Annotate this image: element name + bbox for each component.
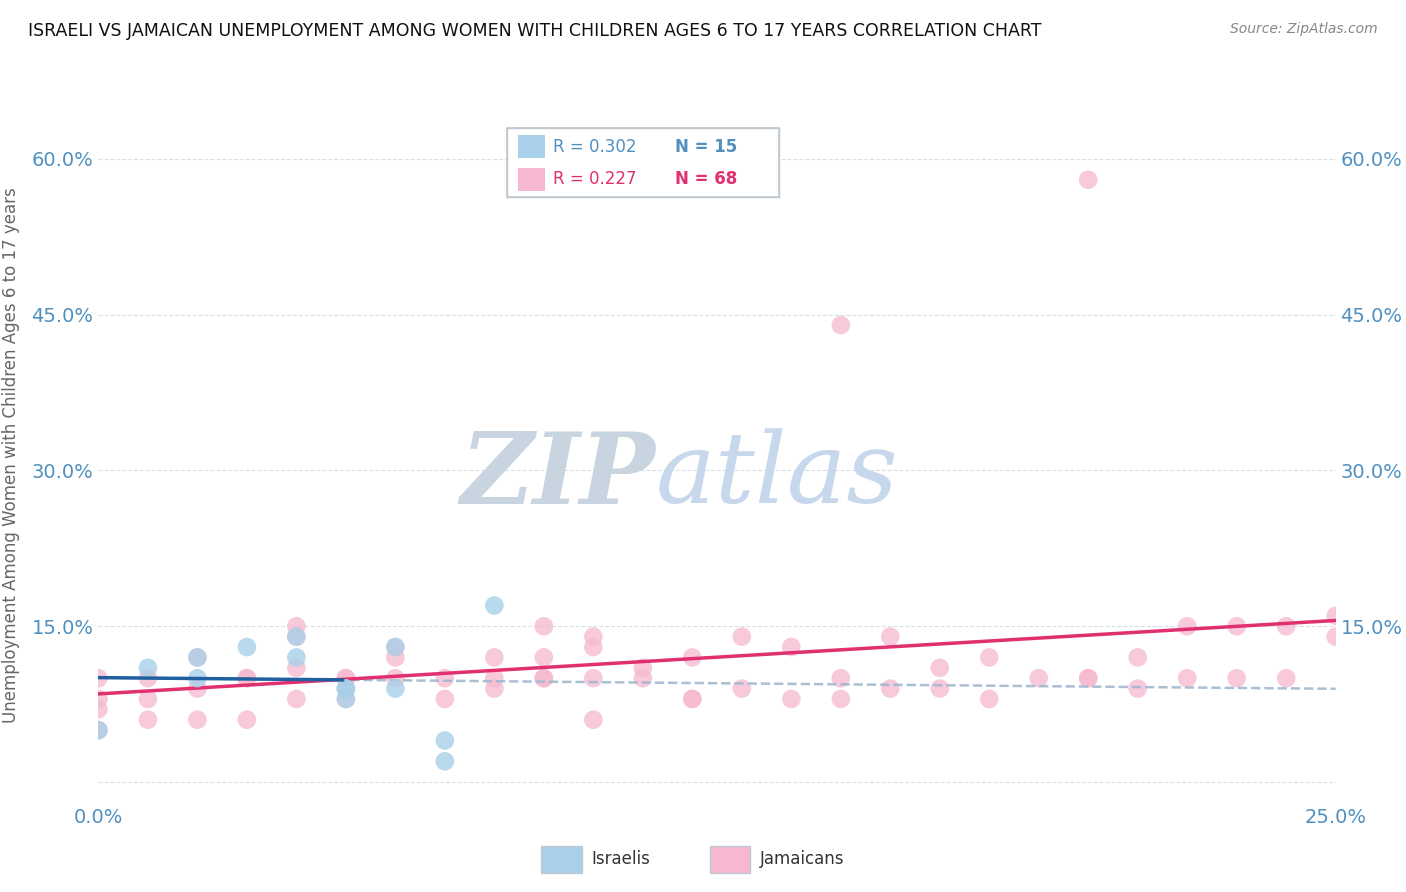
- Point: [582, 713, 605, 727]
- Point: [1077, 172, 1099, 186]
- Point: [631, 671, 654, 685]
- Point: [1275, 671, 1298, 685]
- Point: [285, 619, 308, 633]
- Point: [384, 650, 406, 665]
- FancyBboxPatch shape: [541, 847, 582, 873]
- Point: [87, 671, 110, 685]
- FancyBboxPatch shape: [710, 847, 751, 873]
- Point: [582, 630, 605, 644]
- Point: [582, 640, 605, 654]
- Y-axis label: Unemployment Among Women with Children Ages 6 to 17 years: Unemployment Among Women with Children A…: [3, 187, 21, 723]
- Point: [186, 681, 208, 696]
- Point: [236, 671, 259, 685]
- Point: [1275, 619, 1298, 633]
- Point: [335, 681, 357, 696]
- Text: ZIP: ZIP: [460, 427, 655, 524]
- Point: [136, 661, 159, 675]
- Point: [285, 630, 308, 644]
- Point: [533, 671, 555, 685]
- Point: [87, 723, 110, 738]
- Point: [533, 671, 555, 685]
- Point: [533, 650, 555, 665]
- Point: [681, 650, 703, 665]
- Point: [136, 671, 159, 685]
- Point: [631, 661, 654, 675]
- Point: [1175, 671, 1198, 685]
- Point: [136, 692, 159, 706]
- Point: [87, 692, 110, 706]
- Point: [1226, 671, 1249, 685]
- Point: [780, 692, 803, 706]
- Point: [830, 318, 852, 332]
- Point: [285, 661, 308, 675]
- Point: [484, 599, 506, 613]
- Point: [236, 671, 259, 685]
- Point: [731, 681, 754, 696]
- Point: [87, 723, 110, 738]
- Point: [236, 640, 259, 654]
- Point: [484, 681, 506, 696]
- Point: [384, 681, 406, 696]
- Point: [335, 692, 357, 706]
- Point: [1077, 671, 1099, 685]
- Text: Jamaicans: Jamaicans: [761, 849, 845, 868]
- Point: [335, 671, 357, 685]
- Point: [830, 671, 852, 685]
- Point: [1077, 671, 1099, 685]
- Point: [433, 754, 456, 768]
- Point: [87, 702, 110, 716]
- Point: [1175, 619, 1198, 633]
- Point: [433, 671, 456, 685]
- Point: [1324, 608, 1347, 623]
- Point: [236, 713, 259, 727]
- Point: [1126, 650, 1149, 665]
- Point: [484, 671, 506, 685]
- Point: [681, 692, 703, 706]
- Point: [1126, 681, 1149, 696]
- Point: [1324, 630, 1347, 644]
- Point: [1028, 671, 1050, 685]
- Point: [335, 671, 357, 685]
- Point: [186, 671, 208, 685]
- Point: [335, 692, 357, 706]
- Point: [186, 650, 208, 665]
- Point: [780, 640, 803, 654]
- Point: [433, 733, 456, 747]
- Point: [186, 650, 208, 665]
- Point: [731, 630, 754, 644]
- Point: [928, 661, 950, 675]
- Point: [136, 713, 159, 727]
- Point: [582, 671, 605, 685]
- Text: atlas: atlas: [655, 428, 898, 524]
- Point: [879, 630, 901, 644]
- Point: [285, 650, 308, 665]
- Point: [186, 713, 208, 727]
- Point: [533, 619, 555, 633]
- Point: [879, 681, 901, 696]
- Point: [384, 640, 406, 654]
- Text: ISRAELI VS JAMAICAN UNEMPLOYMENT AMONG WOMEN WITH CHILDREN AGES 6 TO 17 YEARS CO: ISRAELI VS JAMAICAN UNEMPLOYMENT AMONG W…: [28, 22, 1042, 40]
- Point: [285, 692, 308, 706]
- Point: [335, 681, 357, 696]
- Point: [928, 681, 950, 696]
- Point: [681, 692, 703, 706]
- Point: [433, 692, 456, 706]
- Text: Israelis: Israelis: [592, 849, 651, 868]
- Text: Source: ZipAtlas.com: Source: ZipAtlas.com: [1230, 22, 1378, 37]
- Point: [1226, 619, 1249, 633]
- Point: [484, 650, 506, 665]
- Point: [384, 671, 406, 685]
- Point: [830, 692, 852, 706]
- Point: [979, 692, 1001, 706]
- Point: [384, 640, 406, 654]
- Point: [979, 650, 1001, 665]
- Point: [285, 630, 308, 644]
